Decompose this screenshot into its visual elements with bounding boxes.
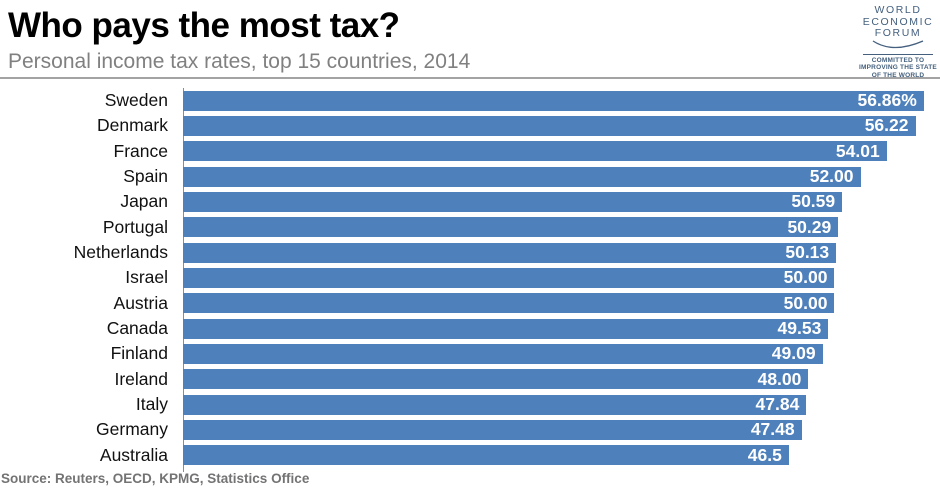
tax-rate-bar: 50.29 xyxy=(183,216,839,238)
bar-track: 52.00 xyxy=(183,165,940,187)
wef-logo-word-1: WORLD xyxy=(874,4,922,16)
bar-row: Finland 49.09 xyxy=(0,341,940,366)
value-label: 47.48 xyxy=(750,419,795,440)
value-label: 56.86% xyxy=(857,89,917,110)
logo-divider xyxy=(863,53,933,55)
page-title: Who pays the most tax? xyxy=(8,6,400,45)
bar-row: Japan 50.59 xyxy=(0,189,940,214)
bar-row: Austria 50.00 xyxy=(0,291,940,316)
wef-logo-word-2: ECONOMIC xyxy=(862,15,934,28)
bar-track: 46.5 xyxy=(183,444,940,466)
bar-rows: Sweden 56.86% Denmark 56.22 France 54.01 Spain… xyxy=(0,88,940,468)
wef-logo: WORLD ECONOMIC FORUM COMMITTED TO IMPROV… xyxy=(859,4,937,80)
bar-track: 50.29 xyxy=(183,216,940,238)
bar-row: Denmark 56.22 xyxy=(0,113,940,138)
bar-chart: Sweden 56.86% Denmark 56.22 France 54.01 Spain… xyxy=(0,88,940,472)
bar-track: 50.13 xyxy=(183,241,940,263)
wef-tagline-line-1: COMMITTED TO xyxy=(871,56,925,64)
country-label: Portugal xyxy=(102,216,168,237)
tax-rate-bar: 49.53 xyxy=(183,317,829,339)
bar-track: 48.00 xyxy=(183,368,940,390)
value-label: 50.13 xyxy=(785,241,830,262)
value-label: 56.22 xyxy=(864,115,909,136)
bar-track: 49.53 xyxy=(183,317,940,339)
tax-rate-bar: 50.59 xyxy=(183,191,843,212)
country-label: Denmark xyxy=(97,115,168,136)
tax-rate-bar: 54.01 xyxy=(183,140,887,162)
bar-row: Sweden 56.86% xyxy=(0,88,940,113)
country-label: Canada xyxy=(106,317,168,338)
country-label: Germany xyxy=(96,419,168,440)
bar-row: Australia 46.5 xyxy=(0,443,940,468)
value-label: 48.00 xyxy=(757,368,802,389)
value-label: 52.00 xyxy=(809,165,854,186)
tax-rate-bar: 49.09 xyxy=(183,343,823,364)
chart-subtitle: Personal income tax rates, top 15 countr… xyxy=(8,49,471,73)
value-label: 47.84 xyxy=(755,393,800,414)
wef-tagline-line-3: OF THE WORLD xyxy=(871,71,925,79)
value-label: 50.00 xyxy=(783,292,828,313)
tax-rate-bar: 50.00 xyxy=(183,267,835,288)
country-label: Finland xyxy=(110,343,168,364)
bar-row: France 54.01 xyxy=(0,139,940,164)
bar-track: 47.84 xyxy=(183,393,940,415)
source-note: Source: Reuters, OECD, KPMG, Statistics … xyxy=(1,471,310,486)
header: Who pays the most tax? Personal income t… xyxy=(0,0,940,80)
tax-rate-bar: 56.22 xyxy=(183,115,916,136)
wef-logo-word-3: FORUM xyxy=(874,27,922,40)
value-label: 54.01 xyxy=(835,140,880,161)
bar-row: Canada 49.53 xyxy=(0,316,940,341)
bar-track: 50.00 xyxy=(183,267,940,288)
bar-row: Portugal 50.29 xyxy=(0,215,940,240)
tax-rate-bar: 56.86% xyxy=(183,89,924,111)
header-divider xyxy=(0,77,940,79)
tax-rate-bar: 52.00 xyxy=(183,165,861,187)
country-label: Spain xyxy=(123,165,168,186)
country-label: Netherlands xyxy=(73,241,168,262)
country-label: Israel xyxy=(125,267,168,288)
country-label: Japan xyxy=(120,191,168,212)
bar-track: 50.59 xyxy=(183,191,940,212)
tax-rate-bar: 50.13 xyxy=(183,241,837,263)
bar-row: Ireland 48.00 xyxy=(0,367,940,392)
bar-row: Israel 50.00 xyxy=(0,265,940,290)
country-label: Sweden xyxy=(104,89,168,110)
tax-rate-bar: 47.84 xyxy=(183,393,807,415)
bar-track: 50.00 xyxy=(183,292,940,314)
tax-rate-bar: 48.00 xyxy=(183,368,809,390)
tax-rate-bar: 46.5 xyxy=(183,444,789,466)
country-label: Italy xyxy=(135,393,168,414)
bar-track: 54.01 xyxy=(183,140,940,162)
value-label: 50.00 xyxy=(783,267,828,288)
tax-rate-bar: 50.00 xyxy=(183,292,835,314)
bar-track: 56.86% xyxy=(183,89,940,111)
bar-track: 56.22 xyxy=(183,115,940,136)
globe-arc-icon xyxy=(872,40,924,48)
country-label: France xyxy=(113,140,168,161)
value-label: 50.29 xyxy=(787,216,832,237)
bar-row: Netherlands 50.13 xyxy=(0,240,940,265)
value-label: 50.59 xyxy=(791,191,836,212)
country-label: Austria xyxy=(113,292,168,313)
value-label: 46.5 xyxy=(747,444,782,465)
bar-row: Italy 47.84 xyxy=(0,392,940,417)
country-label: Ireland xyxy=(114,368,168,389)
bar-row: Germany 47.48 xyxy=(0,417,940,442)
wef-tagline-line-2: IMPROVING THE STATE xyxy=(859,64,937,72)
country-label: Australia xyxy=(99,444,168,465)
bar-row: Spain 52.00 xyxy=(0,164,940,189)
bar-track: 47.48 xyxy=(183,419,940,440)
value-label: 49.09 xyxy=(771,343,816,364)
value-label: 49.53 xyxy=(777,317,822,338)
tax-rate-bar: 47.48 xyxy=(183,419,802,440)
bar-track: 49.09 xyxy=(183,343,940,364)
